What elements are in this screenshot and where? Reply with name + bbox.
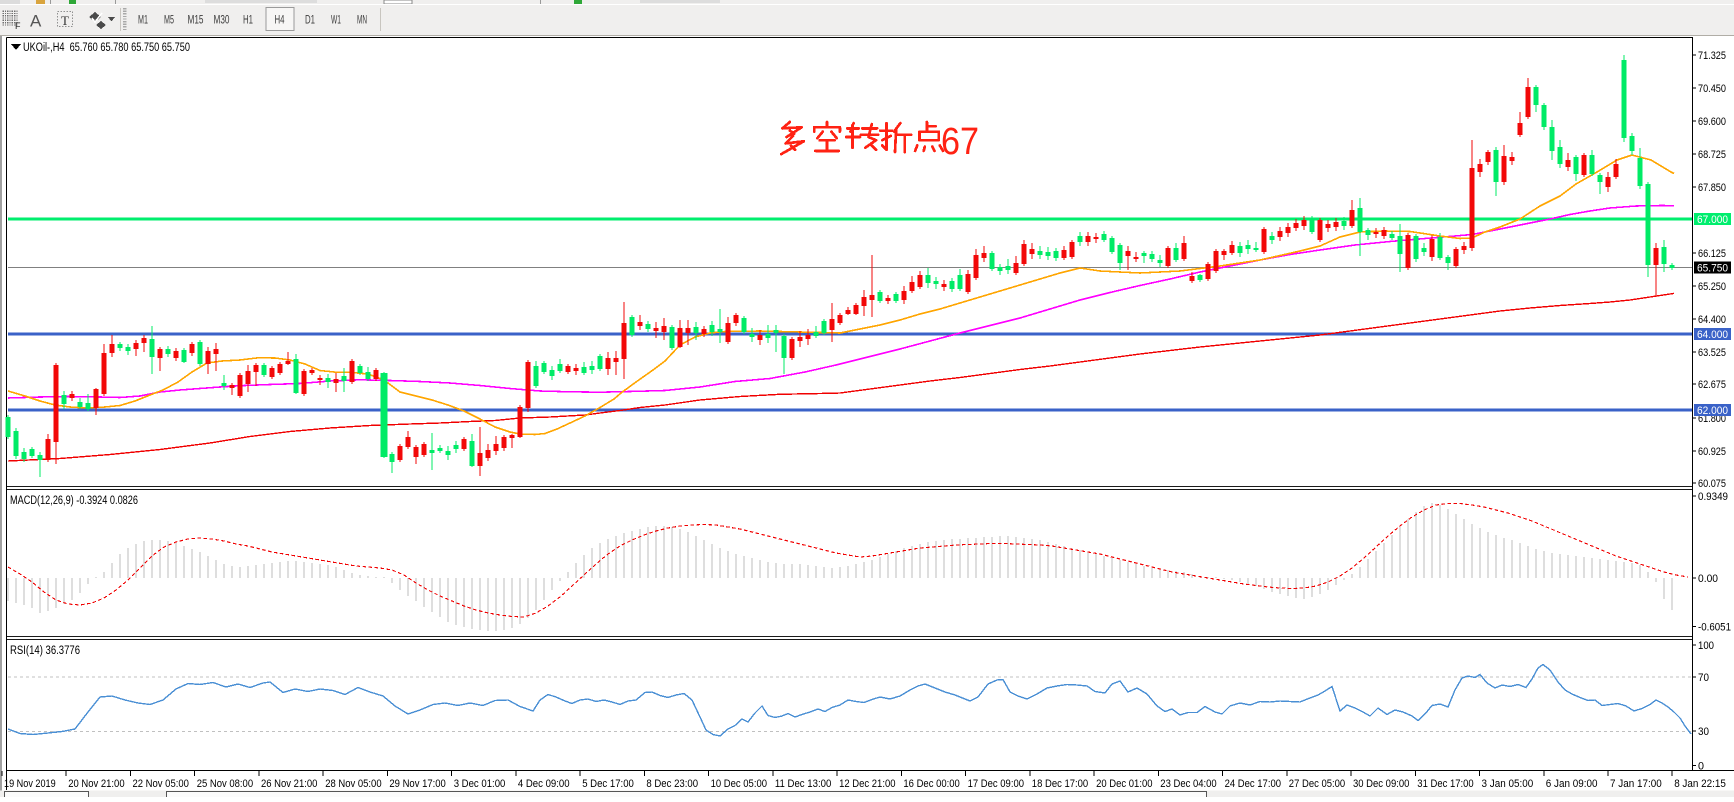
svg-text:17 Dec 09:00: 17 Dec 09:00 xyxy=(968,778,1024,790)
svg-text:66.125: 66.125 xyxy=(1698,248,1726,260)
svg-text:26 Nov 21:00: 26 Nov 21:00 xyxy=(261,778,317,790)
svg-text:-0.6051: -0.6051 xyxy=(1698,622,1731,634)
svg-text:30 Dec 09:00: 30 Dec 09:00 xyxy=(1353,778,1409,790)
svg-text:70: 70 xyxy=(1698,672,1709,684)
svg-text:6 Jan 09:00: 6 Jan 09:00 xyxy=(1546,778,1598,790)
svg-text:12 Dec 21:00: 12 Dec 21:00 xyxy=(839,778,895,790)
svg-text:16 Dec 00:00: 16 Dec 00:00 xyxy=(903,778,959,790)
svg-text:68.725: 68.725 xyxy=(1698,149,1726,161)
svg-text:D1: D1 xyxy=(305,15,315,27)
svg-text:65.750: 65.750 xyxy=(1697,263,1728,275)
svg-text:M30: M30 xyxy=(214,15,230,27)
svg-text:M5: M5 xyxy=(164,15,174,27)
svg-text:4 Dec 09:00: 4 Dec 09:00 xyxy=(518,778,570,790)
svg-text:61.800: 61.800 xyxy=(1698,413,1726,425)
svg-text:27 Dec 05:00: 27 Dec 05:00 xyxy=(1289,778,1345,790)
svg-text:30: 30 xyxy=(1698,726,1709,738)
svg-text:67.850: 67.850 xyxy=(1698,182,1726,194)
svg-text:MACD(12,26,9) -0.3924 0.0826: MACD(12,26,9) -0.3924 0.0826 xyxy=(10,495,138,507)
svg-text:19 Nov 2019: 19 Nov 2019 xyxy=(4,778,56,790)
svg-text:11 Dec 13:00: 11 Dec 13:00 xyxy=(775,778,831,790)
svg-text:H4: H4 xyxy=(275,15,285,27)
svg-text:7 Jan 17:00: 7 Jan 17:00 xyxy=(1610,778,1662,790)
svg-text:62.675: 62.675 xyxy=(1698,379,1726,391)
svg-text:RSI(14) 36.3776: RSI(14) 36.3776 xyxy=(10,645,80,657)
svg-text:62.000: 62.000 xyxy=(1697,405,1728,417)
svg-text:69.600: 69.600 xyxy=(1698,116,1726,128)
svg-text:10 Dec 05:00: 10 Dec 05:00 xyxy=(711,778,767,790)
svg-text:0.9349: 0.9349 xyxy=(1698,491,1728,503)
svg-text:F: F xyxy=(15,21,21,31)
svg-text:UKOil-,H4 65.760 65.780 65.75: UKOil-,H4 65.760 65.780 65.750 65.750 xyxy=(23,42,190,54)
svg-text:64.400: 64.400 xyxy=(1698,314,1726,326)
svg-text:28 Nov 05:00: 28 Nov 05:00 xyxy=(325,778,381,790)
svg-text:T: T xyxy=(61,13,69,28)
svg-text:20 Dec 01:00: 20 Dec 01:00 xyxy=(1096,778,1152,790)
svg-text:20 Nov 21:00: 20 Nov 21:00 xyxy=(68,778,124,790)
svg-text:31 Dec 17:00: 31 Dec 17:00 xyxy=(1417,778,1473,790)
svg-text:22 Nov 05:00: 22 Nov 05:00 xyxy=(133,778,189,790)
svg-text:A: A xyxy=(30,12,42,31)
svg-text:65.250: 65.250 xyxy=(1698,281,1726,293)
svg-text:0: 0 xyxy=(1698,761,1704,773)
svg-text:18 Dec 17:00: 18 Dec 17:00 xyxy=(1032,778,1088,790)
svg-text:63.525: 63.525 xyxy=(1698,347,1726,359)
svg-text:23 Dec 04:00: 23 Dec 04:00 xyxy=(1160,778,1216,790)
svg-text:24 Dec 17:00: 24 Dec 17:00 xyxy=(1225,778,1281,790)
svg-text:70.450: 70.450 xyxy=(1698,83,1726,95)
svg-text:H1: H1 xyxy=(243,15,253,27)
svg-text:8 Jan 22:15: 8 Jan 22:15 xyxy=(1674,778,1726,790)
svg-text:25 Nov 08:00: 25 Nov 08:00 xyxy=(197,778,253,790)
svg-text:67: 67 xyxy=(941,121,979,163)
svg-text:29 Nov 17:00: 29 Nov 17:00 xyxy=(389,778,445,790)
svg-text:5 Dec 17:00: 5 Dec 17:00 xyxy=(582,778,634,790)
svg-text:60.075: 60.075 xyxy=(1698,478,1726,490)
svg-text:3 Dec 01:00: 3 Dec 01:00 xyxy=(454,778,506,790)
svg-text:MN: MN xyxy=(357,15,367,27)
svg-text:3 Jan 05:00: 3 Jan 05:00 xyxy=(1482,778,1534,790)
svg-text:64.000: 64.000 xyxy=(1697,329,1728,341)
svg-text:0.00: 0.00 xyxy=(1698,573,1718,585)
svg-text:W1: W1 xyxy=(331,15,341,27)
svg-text:M15: M15 xyxy=(188,15,204,27)
svg-text:60.925: 60.925 xyxy=(1698,446,1726,458)
svg-text:100: 100 xyxy=(1698,640,1714,652)
svg-text:8 Dec 23:00: 8 Dec 23:00 xyxy=(646,778,698,790)
svg-text:M1: M1 xyxy=(138,15,148,27)
svg-text:67.000: 67.000 xyxy=(1697,214,1728,226)
svg-text:71.325: 71.325 xyxy=(1698,50,1726,62)
